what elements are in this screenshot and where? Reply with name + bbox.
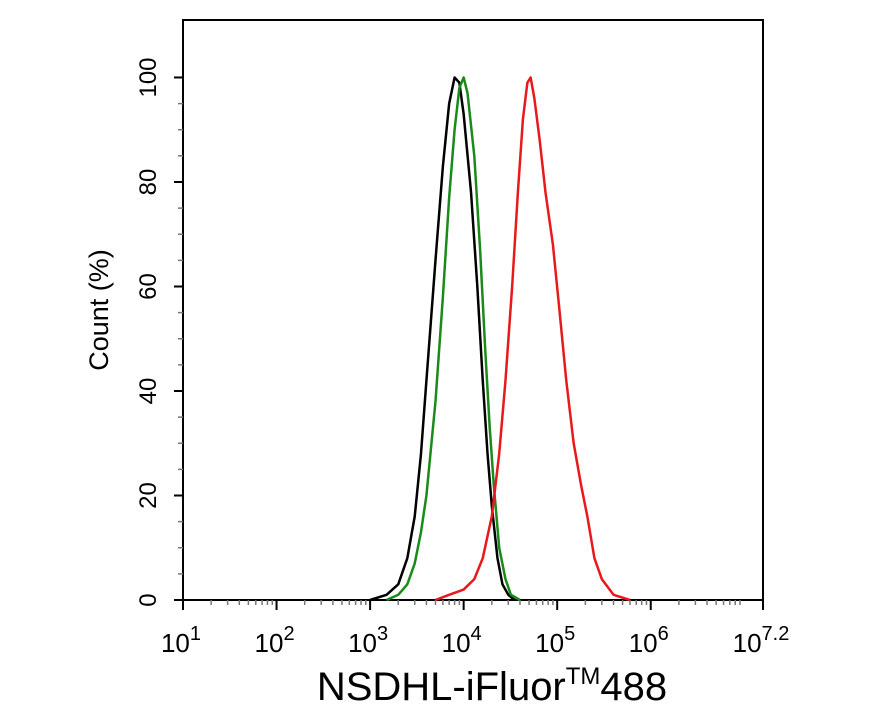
histogram-line <box>435 76 631 602</box>
x-tick-base: 10 <box>629 628 658 658</box>
y-tick-label: 0 <box>135 593 162 606</box>
x-tick-label: 106 <box>629 623 669 658</box>
x-tick-exponent: 5 <box>564 623 575 645</box>
histogram-line <box>386 76 521 602</box>
histogram-line <box>369 76 516 602</box>
x-tick-label: 101 <box>161 623 201 658</box>
x-tick-exponent: 6 <box>658 623 669 645</box>
y-tick-label: 60 <box>135 273 162 300</box>
x-tick-label: 105 <box>535 623 575 658</box>
x-tick-exponent: 4 <box>471 623 482 645</box>
x-tick-base: 10 <box>442 628 471 658</box>
x-tick-base: 10 <box>255 628 284 658</box>
x-tick-base: 10 <box>535 628 564 658</box>
x-tick-label: 103 <box>348 623 388 658</box>
y-tick-label: 80 <box>135 169 162 196</box>
x-tick-label: 104 <box>442 623 482 658</box>
x-tick-exponent: 3 <box>377 623 388 645</box>
plot-frame <box>182 19 764 601</box>
x-axis-label: NSDHL-iFluorTM488 <box>317 663 667 709</box>
x-label-suffix: 488 <box>600 665 667 709</box>
y-tick-label: 20 <box>135 482 162 509</box>
y-tick-label: 100 <box>135 57 162 97</box>
x-tick-label: 107.2 <box>733 623 790 658</box>
x-tick-label: 102 <box>255 623 295 658</box>
x-tick-exponent: 7.2 <box>762 623 790 645</box>
x-tick-exponent: 1 <box>190 623 201 645</box>
x-tick-base: 10 <box>733 628 762 658</box>
x-tick-base: 10 <box>161 628 190 658</box>
x-tick-base: 10 <box>348 628 377 658</box>
x-label-text: NSDHL-iFluor <box>317 665 566 709</box>
x-tick-exponent: 2 <box>283 623 294 645</box>
y-tick-label: 40 <box>135 378 162 405</box>
x-label-superscript: TM <box>566 663 601 690</box>
y-axis-label: Count (%) <box>84 249 114 371</box>
